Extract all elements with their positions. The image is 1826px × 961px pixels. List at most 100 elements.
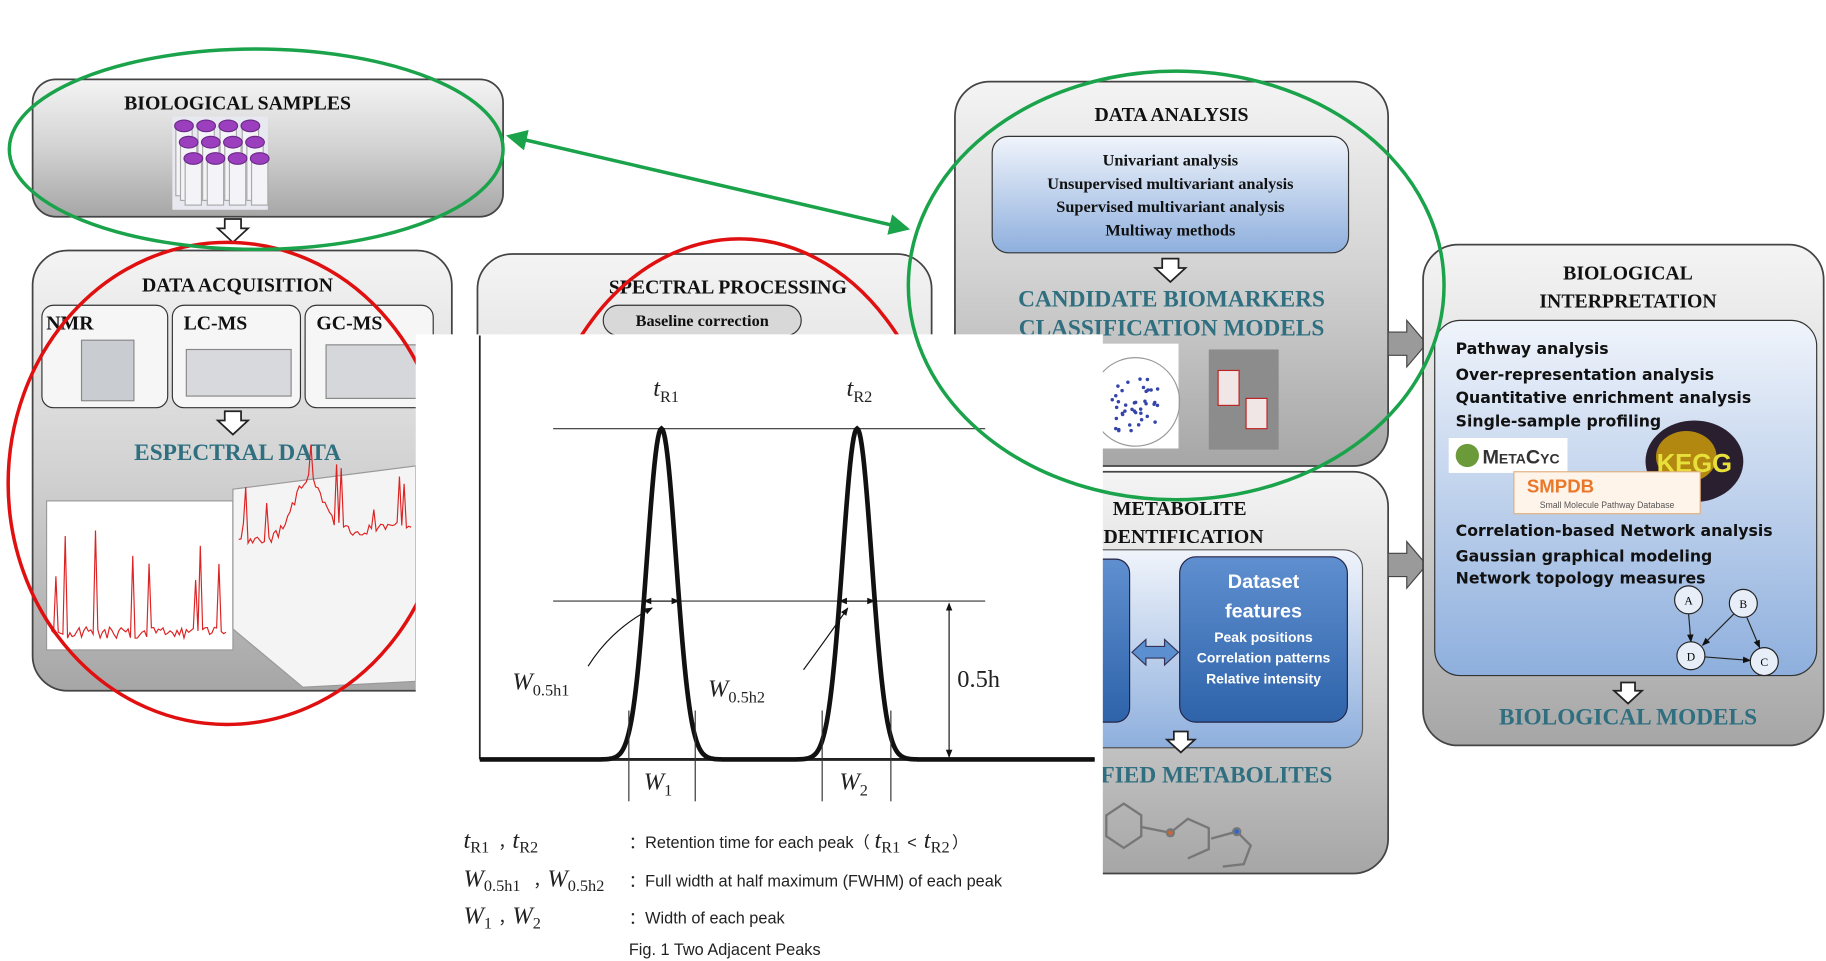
dot bbox=[1128, 423, 1131, 426]
dot bbox=[1156, 404, 1159, 407]
section-item: Single-sample profiling bbox=[1456, 411, 1662, 430]
dot bbox=[1139, 407, 1142, 410]
subscript: R1 bbox=[470, 838, 489, 857]
tube-cap bbox=[175, 120, 194, 132]
feature-item: Relative intensity bbox=[1206, 671, 1321, 687]
instrument-label: GC-MS bbox=[316, 313, 382, 335]
tube-cap bbox=[219, 120, 238, 132]
section-item: Gaussian graphical modeling bbox=[1456, 546, 1713, 565]
feature-item: Peak positions bbox=[1214, 629, 1313, 645]
tube-cap bbox=[197, 120, 216, 132]
tube bbox=[229, 159, 245, 206]
figure-caption: Fig. 1 Two Adjacent Peaks bbox=[629, 941, 821, 959]
dot bbox=[1129, 429, 1132, 432]
step-label: Baseline correction bbox=[636, 311, 769, 330]
node-label: D bbox=[1687, 650, 1695, 663]
dot bbox=[1149, 388, 1152, 391]
dot bbox=[1114, 394, 1117, 397]
legend-closing: ） bbox=[952, 834, 968, 852]
box-title: IDENTIFICATION bbox=[1096, 526, 1265, 548]
dot bbox=[1120, 389, 1123, 392]
gcms-image bbox=[326, 345, 419, 399]
tube-cap bbox=[184, 153, 203, 165]
method: Univariant analysis bbox=[1103, 150, 1238, 169]
subscript: 0.5h1 bbox=[533, 680, 570, 699]
dot bbox=[1111, 398, 1114, 401]
height-label: 0.5h bbox=[957, 666, 1000, 693]
dot bbox=[1146, 415, 1149, 418]
flow-arrow bbox=[1388, 320, 1426, 367]
diagram: BIOLOGICAL SAMPLES DATA ACQUISITION NMR … bbox=[0, 0, 1826, 961]
tube bbox=[207, 159, 223, 206]
dot bbox=[1117, 429, 1120, 432]
peak-figure: tR1 tR2 W0.5h1 W0.5h2 W1 W2 0.5h tR1，tR2… bbox=[416, 334, 1103, 961]
feature-item: Correlation patterns bbox=[1197, 650, 1331, 666]
dot bbox=[1146, 378, 1149, 381]
method: Multiway methods bbox=[1105, 220, 1235, 239]
subscript: 0.5h1 bbox=[484, 876, 521, 895]
legend-description: ：Width of each peak bbox=[629, 910, 786, 928]
sample-tubes-image bbox=[172, 117, 269, 210]
dot bbox=[1146, 388, 1149, 391]
node-label: B bbox=[1739, 598, 1747, 611]
flow-arrow bbox=[1388, 542, 1426, 589]
legend-description: ：Retention time for each peak（ bbox=[629, 834, 870, 852]
logo-text: SMPDB bbox=[1527, 476, 1594, 497]
biological-samples-box: BIOLOGICAL SAMPLES bbox=[33, 79, 503, 216]
box-title: DATA ACQUISITION bbox=[142, 274, 334, 296]
tube-cap bbox=[201, 136, 220, 148]
legend-description: ：Full width at half maximum (FWHM) of ea… bbox=[629, 872, 1003, 890]
section-item: Over-representation analysis bbox=[1456, 365, 1714, 384]
dot bbox=[1142, 386, 1145, 389]
tube bbox=[185, 159, 201, 206]
dot bbox=[1115, 417, 1118, 420]
method: Supervised multivariant analysis bbox=[1056, 197, 1284, 216]
output-label: BIOLOGICAL MODELS bbox=[1499, 704, 1757, 730]
section-heading: Pathway analysis bbox=[1456, 339, 1609, 358]
metacyc-logo: MetaCyc bbox=[1449, 438, 1568, 473]
subscript: R2 bbox=[931, 838, 950, 857]
dot bbox=[1134, 401, 1137, 404]
subscript: R1 bbox=[881, 838, 900, 857]
legend-relation: < bbox=[907, 834, 917, 852]
tube-cap bbox=[250, 153, 269, 165]
box-title: BIOLOGICAL bbox=[1563, 263, 1693, 285]
tube-cap bbox=[228, 153, 247, 165]
dot bbox=[1140, 418, 1143, 421]
subscript: 1 bbox=[484, 913, 492, 932]
section-heading: Correlation-based Network analysis bbox=[1456, 521, 1773, 540]
dot bbox=[1130, 408, 1133, 411]
dot bbox=[1117, 400, 1120, 403]
subscript: 0.5h2 bbox=[568, 876, 605, 895]
page: { "biological_samples": {"title": "BIOLO… bbox=[0, 0, 1826, 961]
tube-cap bbox=[206, 153, 225, 165]
features-title: features bbox=[1225, 600, 1302, 622]
dot bbox=[1123, 409, 1126, 412]
dot bbox=[1114, 427, 1117, 430]
method: Unsupervised multivariant analysis bbox=[1047, 174, 1293, 193]
instrument-label: LC-MS bbox=[184, 313, 248, 335]
box-title: SPECTRAL PROCESSING bbox=[609, 277, 847, 299]
dot bbox=[1121, 413, 1124, 416]
section-item: Quantitative enrichment analysis bbox=[1456, 388, 1752, 407]
logo-text: MetaCyc bbox=[1482, 447, 1559, 469]
subscript: 2 bbox=[860, 781, 868, 800]
dot bbox=[1139, 412, 1142, 415]
subscript: R2 bbox=[519, 838, 538, 857]
flow-arrow bbox=[218, 219, 248, 242]
tube bbox=[252, 159, 268, 206]
output-label: CANDIDATE BIOMARKERS bbox=[1018, 286, 1325, 312]
subscript: R1 bbox=[660, 387, 679, 406]
dot bbox=[1153, 420, 1156, 423]
dot bbox=[1115, 406, 1118, 409]
biological-interpretation-box: BIOLOGICAL INTERPRETATION Pathway analys… bbox=[1423, 245, 1824, 746]
subscript: R2 bbox=[853, 387, 872, 406]
tube-cap bbox=[241, 120, 260, 132]
box-title: DATA ANALYSIS bbox=[1094, 104, 1248, 126]
spectrum-image bbox=[47, 501, 233, 650]
nmr-image bbox=[82, 340, 134, 401]
heatmap-image bbox=[1209, 349, 1279, 449]
tube-cap bbox=[246, 136, 265, 148]
dot bbox=[1137, 423, 1140, 426]
dot bbox=[1152, 403, 1155, 406]
